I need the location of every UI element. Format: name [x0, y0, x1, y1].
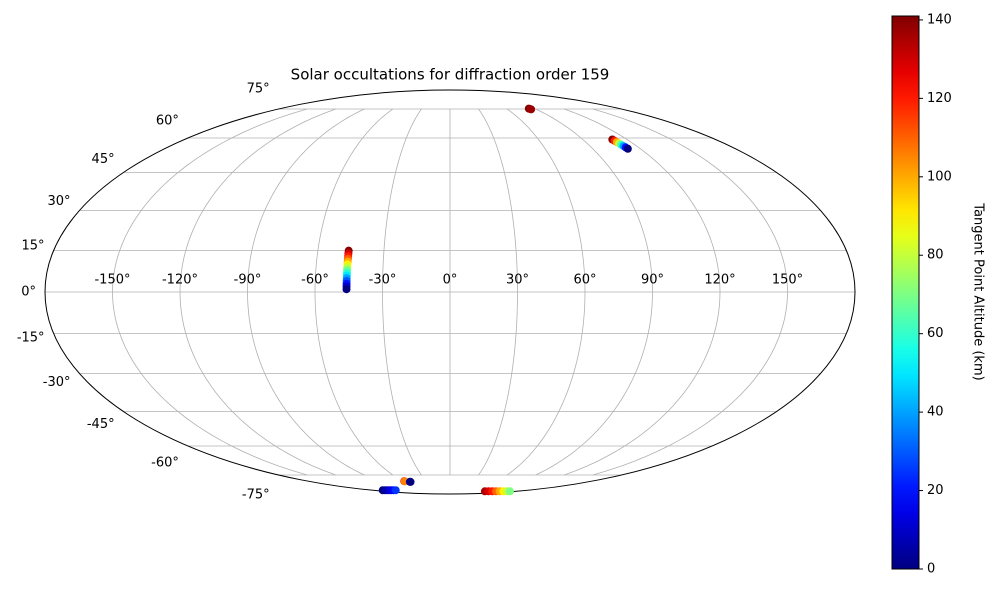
x-tick-label: 150° [772, 273, 803, 288]
colorbar [891, 15, 920, 570]
x-tick-label: -90° [234, 273, 262, 288]
data-point [623, 144, 632, 153]
y-tick-label: -45° [87, 417, 115, 432]
data-point [406, 477, 415, 486]
data-point [527, 105, 536, 114]
data-point [505, 487, 514, 496]
y-tick-label: -60° [151, 455, 179, 470]
y-tick-label: -15° [17, 330, 45, 345]
x-tick-label: 30° [506, 273, 529, 288]
y-tick-label: -75° [242, 487, 270, 502]
x-tick-label: -30° [369, 273, 397, 288]
map-border [44, 89, 856, 495]
y-tick-label: 30° [47, 194, 70, 209]
x-tick-label: 0° [443, 273, 458, 288]
colorbar-tick-label: 140 [927, 12, 952, 27]
x-tick-label: -120° [162, 273, 198, 288]
y-tick-label: 75° [247, 82, 270, 97]
colorbar-tick-label: 100 [927, 169, 952, 184]
y-tick-label: 0° [21, 285, 36, 300]
x-tick-label: -150° [94, 273, 130, 288]
colorbar-tick-label: 20 [927, 483, 944, 498]
colorbar-tick-label: 60 [927, 326, 944, 341]
colorbar-label: Tangent Point Altitude (km) [971, 202, 986, 380]
x-tick-label: 120° [704, 273, 735, 288]
colorbar-tick-label: 120 [927, 91, 952, 106]
colorbar-tick-label: 0 [927, 562, 935, 577]
y-tick-label: 45° [92, 152, 115, 167]
chart-title: Solar occultations for diffraction order… [291, 66, 610, 84]
data-point [391, 486, 400, 495]
colorbar-tick-label: 80 [927, 248, 944, 263]
y-tick-label: 15° [22, 239, 45, 254]
x-tick-label: -60° [301, 273, 329, 288]
x-tick-label: 90° [641, 273, 664, 288]
y-tick-label: 60° [156, 114, 179, 129]
data-point [342, 285, 351, 294]
colorbar-tick-label: 40 [927, 405, 944, 420]
x-tick-label: 60° [573, 273, 596, 288]
y-tick-label: -30° [43, 375, 71, 390]
